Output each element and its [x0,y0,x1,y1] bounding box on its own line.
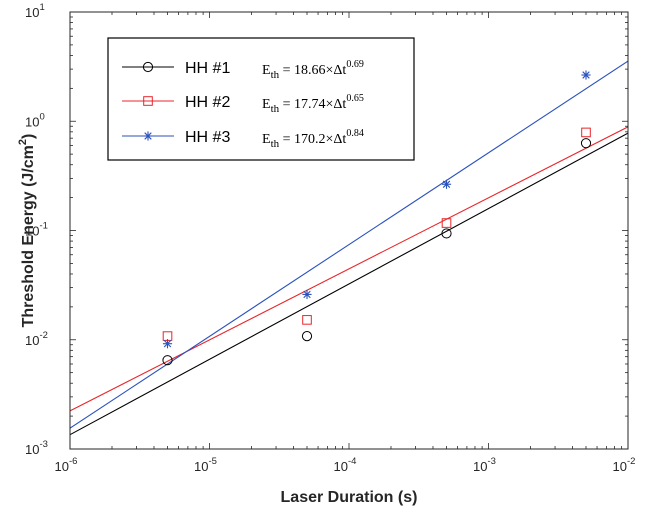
x-tick-label-3: 10-4 [334,456,357,474]
y-tick-label-5: 101 [25,2,45,20]
x-tick-label-4: 10-3 [473,456,496,474]
fit-line-2 [70,126,628,412]
legend-box [107,37,415,161]
legend-entry-1: HH #1 Eth = 18.66×Δt0.69 [122,59,364,81]
fit-equation: Eth = 18.66×Δt0.69 [262,59,364,81]
data-point-hh2-2 [302,315,312,325]
legend-entry-3: HH #3 Eth = 170.2×Δt0.84 [122,128,364,150]
x-tick-label-2: 10-5 [194,456,217,474]
data-point-hh2-4 [581,127,591,138]
y-tick-label-3: 10-1 [25,221,48,239]
data-point-hh1-3 [441,228,452,239]
legend-label: HH #2 [185,94,230,111]
x-axis-label: Laser Duration (s) [281,489,418,506]
legend-label: HH #1 [185,60,230,77]
y-axis-label: Threshold Energy (J/cm2) [17,134,37,328]
legend: HH #1 Eth = 18.66×Δt0.69 HH #2 Eth = 17.74×… [107,37,415,161]
data-point-hh3-2 [302,289,312,300]
data-point-hh3-4 [581,70,591,80]
data-markers [162,70,592,366]
y-tick-label-4: 100 [25,111,45,129]
axes: 10-6 10-5 10-4 10-3 10-2 10-3 10-2 10-1 100 101 La… [17,2,635,506]
fit-line-3 [70,60,628,429]
x-tick-label-1: 10-6 [55,456,78,474]
legend-label: HH #3 [185,129,230,146]
data-point-hh1-4 [580,138,592,149]
fit-line-1 [70,132,628,436]
data-point-hh1-1 [162,355,173,366]
legend-marker [142,61,154,73]
data-point-hh1-2 [301,330,313,342]
legend-marker [143,131,153,141]
data-point-hh2-3 [441,218,452,228]
fit-lines [70,60,628,436]
fit-equation: Eth = 170.2×Δt0.84 [262,128,364,150]
legend-marker [143,96,153,106]
y-tick-label-1: 10-3 [25,439,48,457]
data-point-hh3-1 [162,339,173,349]
legend-entry-2: HH #2 Eth = 17.74×Δt0.65 [122,93,364,115]
fit-equation: Eth = 17.74×Δt0.65 [262,93,364,115]
data-point-hh3-3 [441,179,452,189]
y-tick-label-2: 10-2 [25,330,48,348]
x-tick-label-5: 10-2 [613,456,636,474]
